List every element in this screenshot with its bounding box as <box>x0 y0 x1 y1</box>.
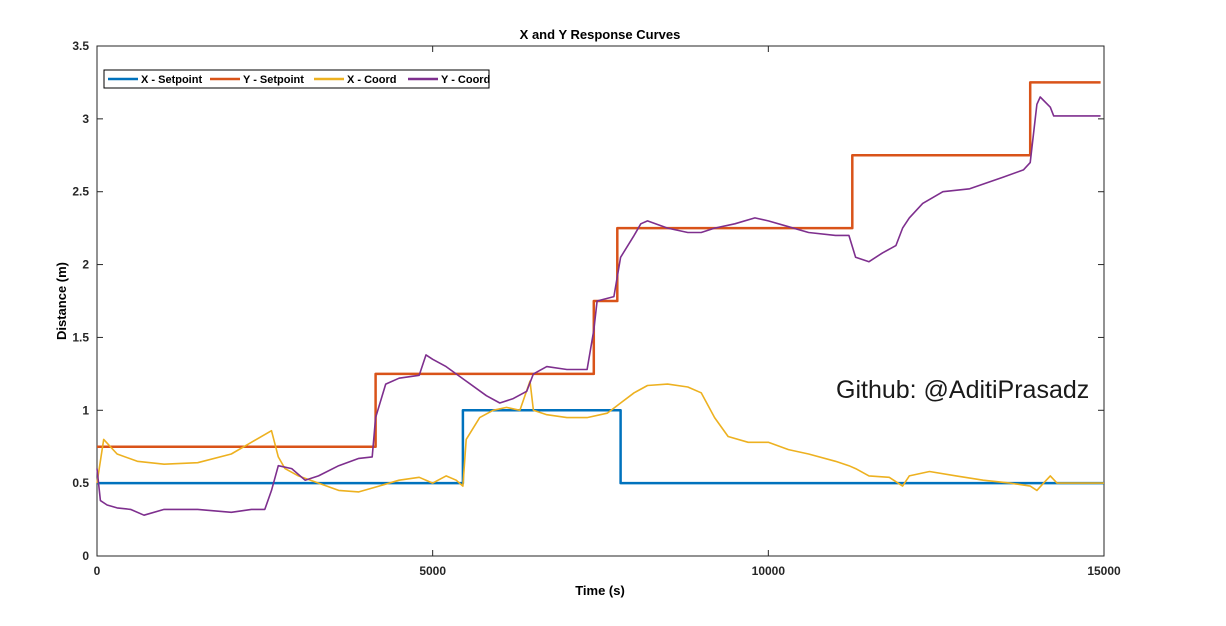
y-tick-label: 2.5 <box>72 185 89 199</box>
x-tick-label: 15000 <box>1087 564 1121 578</box>
y-tick-label: 1.5 <box>72 330 89 344</box>
chart-title: X and Y Response Curves <box>520 27 681 42</box>
legend-box <box>103 69 490 89</box>
series-group <box>96 81 1104 516</box>
series-line-x-coord <box>96 380 1104 493</box>
x-axis-label: Time (s) <box>575 583 625 598</box>
y-tick-label: 3 <box>82 112 89 126</box>
y-tick-label: 0 <box>82 549 89 563</box>
series-line-x-setpoint <box>97 409 1104 485</box>
x-tick-label: 5000 <box>419 564 446 578</box>
watermark-text: Github: @AditiPrasadz <box>836 376 1089 404</box>
y-tick-label: 1 <box>82 403 89 417</box>
y-tick-label: 2 <box>82 258 89 272</box>
legend-label: X - Setpoint <box>141 74 202 86</box>
y-tick-label: 3.5 <box>72 39 89 53</box>
y-tick-label: 0.5 <box>72 476 89 490</box>
legend: X - Setpoint Y - Setpoint X - Coord Y - Coo… <box>103 69 490 89</box>
legend-label: X - Coord <box>347 74 397 86</box>
series-line-y-setpoint <box>97 81 1101 448</box>
axis-ticks: 0 5000 10000 15000 0 0.5 1 1.5 2 2.5 3 3.5 <box>72 39 1121 578</box>
series-line-y-coord <box>96 96 1101 516</box>
x-tick-label: 10000 <box>752 564 786 578</box>
legend-label: Y - Setpoint <box>243 74 304 86</box>
x-tick-label: 0 <box>94 564 101 578</box>
y-axis-label: Distance (m) <box>54 262 69 340</box>
legend-label: Y - Coord <box>441 74 490 86</box>
